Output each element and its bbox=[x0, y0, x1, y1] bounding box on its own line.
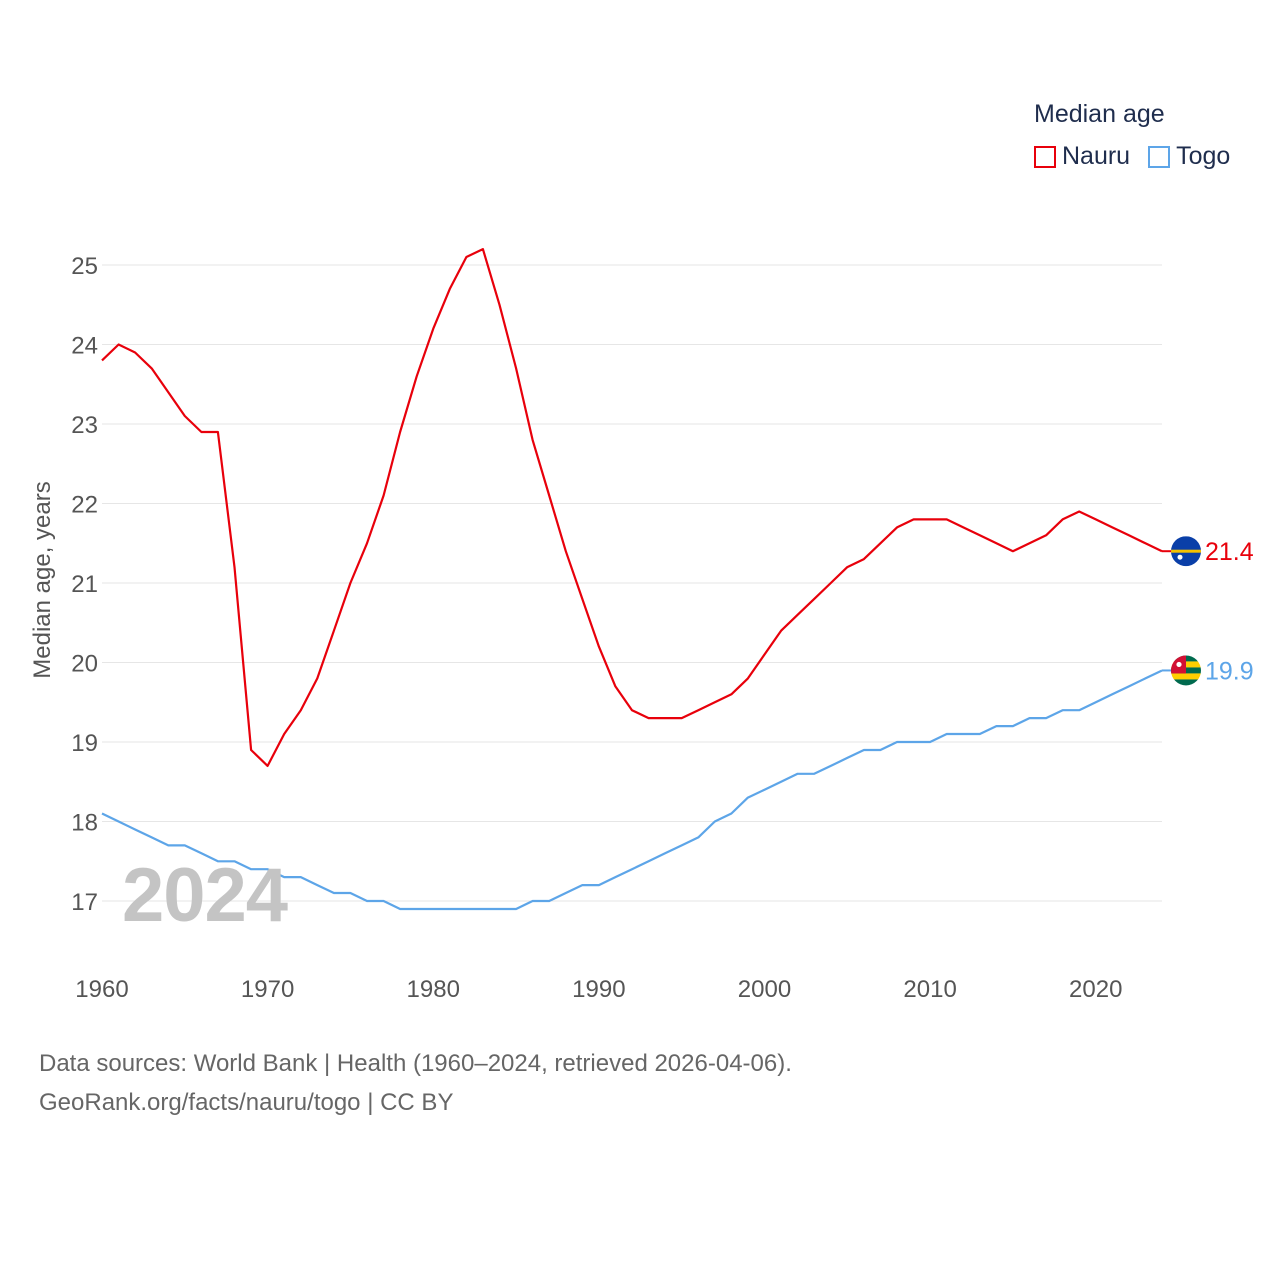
end-value-label-nauru: 21.4 bbox=[1205, 538, 1254, 566]
y-tick-label-22: 22 bbox=[71, 492, 98, 519]
x-tick-label-2000: 2000 bbox=[738, 976, 791, 1003]
legend-label-nauru: Nauru bbox=[1062, 142, 1131, 170]
series-line-nauru bbox=[101, 248, 1163, 768]
legend-label-togo: Togo bbox=[1176, 142, 1231, 170]
end-value-label-togo: 19.9 bbox=[1205, 657, 1254, 685]
legend-title: Median age bbox=[1034, 100, 1165, 128]
legend-swatch-nauru bbox=[1034, 145, 1056, 168]
nauru-flag-icon bbox=[1171, 536, 1201, 567]
footer-link[interactable]: GeoRank.org/facts/nauru/togo | CC BY bbox=[39, 1089, 454, 1116]
x-tick-label-1960: 1960 bbox=[75, 976, 128, 1003]
legend-swatch-togo bbox=[1148, 145, 1171, 168]
y-tick-label-18: 18 bbox=[71, 810, 98, 837]
y-tick-label-25: 25 bbox=[71, 253, 98, 280]
y-tick-label-24: 24 bbox=[71, 333, 98, 360]
footer: Data sources: World Bank | Health (1960–… bbox=[39, 1044, 792, 1122]
legend: Nauru Togo bbox=[1034, 142, 1248, 171]
y-tick-label-20: 20 bbox=[71, 651, 98, 678]
x-tick-label-1990: 1990 bbox=[572, 976, 625, 1003]
x-tick-label-1980: 1980 bbox=[407, 976, 460, 1003]
y-tick-label-17: 17 bbox=[71, 889, 98, 916]
series-line-togo bbox=[101, 669, 1163, 911]
togo-flag-icon bbox=[1171, 655, 1201, 686]
y-axis-title: Median age, years bbox=[29, 481, 56, 678]
legend-item-nauru[interactable]: Nauru bbox=[1034, 142, 1130, 171]
footer-sources: Data sources: World Bank | Health (1960–… bbox=[39, 1050, 792, 1077]
year-watermark: 2024 bbox=[122, 853, 288, 938]
x-tick-label-1970: 1970 bbox=[241, 976, 294, 1003]
y-tick-label-19: 19 bbox=[71, 730, 98, 757]
legend-item-togo[interactable]: Togo bbox=[1148, 142, 1230, 171]
x-tick-label-2010: 2010 bbox=[903, 976, 956, 1003]
y-tick-label-21: 21 bbox=[71, 571, 98, 598]
x-tick-label-2020: 2020 bbox=[1069, 976, 1122, 1003]
y-tick-label-23: 23 bbox=[71, 412, 98, 439]
